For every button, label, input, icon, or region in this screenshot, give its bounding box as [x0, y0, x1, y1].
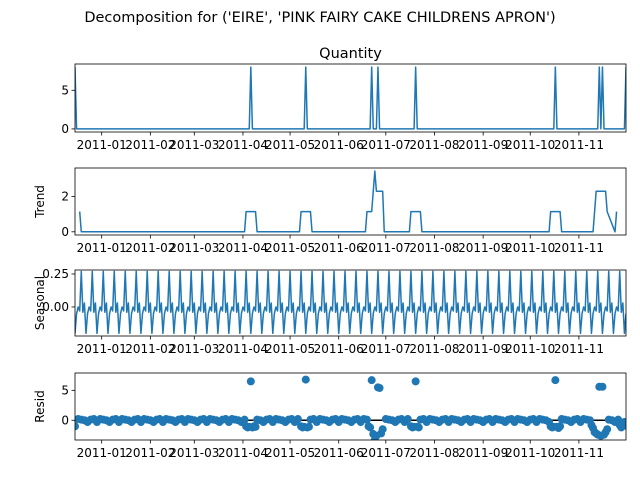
x-tick-label: 2011-04 — [218, 342, 268, 356]
axes-frame — [74, 269, 627, 337]
plot-area — [75, 375, 626, 440]
resid-point — [301, 375, 310, 384]
x-tick-label: 2011-01 — [77, 342, 127, 356]
x-tick-label: 2011-10 — [505, 241, 555, 255]
y-axis-label: Resid — [33, 390, 47, 422]
resid-point — [362, 415, 371, 424]
resid-point — [251, 422, 260, 431]
y-tick-label: 2 — [61, 189, 69, 203]
x-tick-label: 2011-04 — [218, 241, 268, 255]
resid-point — [414, 423, 423, 432]
x-tick-label: 2011-02 — [125, 342, 175, 356]
x-tick-label: 2011-07 — [361, 446, 411, 460]
y-tick-label: 5 — [61, 83, 69, 97]
x-tick-label: 2011-08 — [409, 241, 459, 255]
resid-point — [411, 377, 420, 386]
x-tick-label: 2011-06 — [314, 446, 364, 460]
x-tick-label: 2011-03 — [169, 138, 219, 152]
x-tick-label: 2011-08 — [409, 342, 459, 356]
plot-area — [78, 170, 618, 233]
x-tick-label: 2011-01 — [77, 446, 127, 460]
panel-4: 052011-012011-022011-032011-042011-05201… — [33, 372, 627, 460]
x-tick-label: 2011-06 — [314, 241, 364, 255]
x-tick-label: 2011-09 — [458, 241, 508, 255]
x-tick-label: 2011-01 — [77, 241, 127, 255]
panel-2: 022011-012011-022011-032011-042011-05201… — [33, 167, 627, 255]
x-tick-label: 2011-10 — [505, 446, 555, 460]
x-tick-label: 2011-07 — [361, 138, 411, 152]
resid-point — [304, 422, 313, 431]
resid-point — [75, 422, 79, 431]
resid-point — [378, 425, 387, 434]
y-tick-label: 5 — [61, 383, 69, 397]
x-tick-label: 2011-03 — [169, 446, 219, 460]
resid-point — [403, 415, 412, 424]
x-tick-label: 2011-11 — [554, 138, 604, 152]
x-tick-label: 2011-04 — [218, 138, 268, 152]
x-tick-label: 2011-05 — [265, 342, 315, 356]
x-tick-label: 2011-08 — [409, 138, 459, 152]
plot-area — [75, 66, 626, 130]
x-tick-label: 2011-02 — [125, 446, 175, 460]
x-tick-label: 2011-09 — [458, 138, 508, 152]
x-tick-label: 2011-02 — [125, 138, 175, 152]
axes-frame — [74, 167, 627, 236]
x-tick-label: 2011-11 — [554, 446, 604, 460]
resid-point — [603, 425, 612, 434]
panel-1: 052011-012011-022011-032011-042011-05201… — [61, 46, 627, 152]
x-tick-label: 2011-09 — [458, 342, 508, 356]
panels: 052011-012011-022011-032011-042011-05201… — [33, 46, 627, 460]
resid-point — [246, 377, 255, 386]
resid-point — [551, 376, 560, 385]
resid-point — [367, 376, 376, 385]
resid-point — [622, 421, 626, 430]
resid-point — [556, 422, 565, 431]
x-tick-label: 2011-04 — [218, 446, 268, 460]
axes-frame — [74, 63, 627, 133]
series-line — [78, 170, 618, 233]
x-tick-label: 2011-05 — [265, 241, 315, 255]
y-tick-label: 0 — [61, 225, 69, 239]
x-tick-label: 2011-07 — [361, 241, 411, 255]
resid-point — [598, 382, 607, 391]
series-line — [75, 66, 626, 130]
resid-point — [366, 423, 375, 432]
x-tick-label: 2011-03 — [169, 342, 219, 356]
panel-3: 0.000.252011-012011-022011-032011-042011… — [33, 267, 627, 356]
resid-point — [375, 383, 384, 392]
x-tick-label: 2011-01 — [77, 138, 127, 152]
x-tick-label: 2011-06 — [314, 342, 364, 356]
x-tick-label: 2011-05 — [265, 138, 315, 152]
y-tick-label: 0 — [61, 122, 69, 136]
x-tick-label: 2011-03 — [169, 241, 219, 255]
x-tick-label: 2011-09 — [458, 446, 508, 460]
figure-title: Decomposition for ('EIRE', 'PINK FAIRY C… — [84, 10, 555, 26]
seasonal-line — [75, 270, 626, 335]
y-axis-label: Trend — [33, 185, 47, 219]
y-tick-label: 0.00 — [42, 300, 69, 314]
x-tick-label: 2011-02 — [125, 241, 175, 255]
y-axis-label: Seasonal — [33, 276, 47, 330]
x-tick-label: 2011-06 — [314, 138, 364, 152]
y-tick-label: 0.25 — [42, 267, 69, 281]
x-tick-label: 2011-10 — [505, 138, 555, 152]
y-tick-label: 0 — [61, 413, 69, 427]
x-tick-label: 2011-11 — [554, 342, 604, 356]
axes-frame — [74, 372, 627, 441]
resid-point — [240, 415, 249, 424]
x-tick-label: 2011-07 — [361, 342, 411, 356]
x-tick-label: 2011-08 — [409, 446, 459, 460]
x-tick-label: 2011-10 — [505, 342, 555, 356]
x-tick-label: 2011-11 — [554, 241, 604, 255]
plot-area — [75, 270, 626, 335]
resid-point — [293, 415, 302, 424]
x-tick-label: 2011-05 — [265, 446, 315, 460]
panel-title: Quantity — [319, 46, 382, 62]
